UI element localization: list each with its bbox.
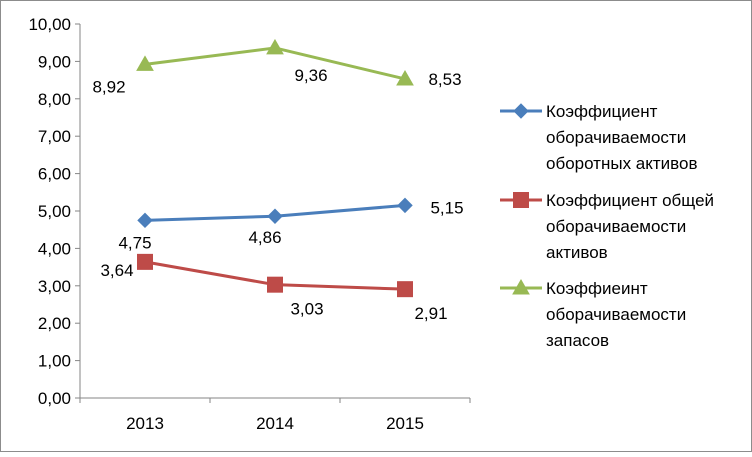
legend: Коэффициент оборачиваемости оборотных акти… — [500, 102, 714, 350]
data-label: 3,03 — [290, 300, 323, 319]
legend-label: Коэффиеинт — [546, 279, 648, 298]
legend-item: Коэффициент оборачиваемости оборотных акти… — [500, 102, 698, 173]
data-label: 2,91 — [414, 304, 447, 323]
y-tick-label: 9,00 — [38, 52, 71, 71]
data-point-marker — [267, 276, 283, 293]
data-label: 9,36 — [294, 66, 327, 85]
data-point-marker — [136, 55, 154, 71]
legend-swatch-marker — [513, 192, 529, 208]
legend-label: Коэффициент — [546, 102, 658, 121]
data-label: 8,53 — [428, 70, 461, 89]
data-label: 4,86 — [248, 228, 281, 247]
y-tick-label: 7,00 — [38, 127, 71, 146]
data-label: 5,15 — [430, 198, 463, 217]
data-point-marker — [137, 212, 153, 229]
data-point-marker — [137, 253, 153, 270]
legend-label: оборотных активов — [546, 154, 698, 173]
y-tick-label: 4,00 — [38, 239, 71, 258]
data-point-marker — [396, 69, 414, 86]
y-tick-label: 10,00 — [28, 15, 71, 34]
y-tick-label: 2,00 — [38, 314, 71, 333]
data-point-marker — [267, 208, 283, 224]
legend-label: оборачиваемости — [546, 305, 686, 324]
y-tick-label: 8,00 — [38, 90, 71, 109]
y-tick-label: 6,00 — [38, 165, 71, 184]
y-tick-label: 3,00 — [38, 277, 71, 296]
y-tick-label: 5,00 — [38, 202, 71, 221]
legend-label: Коэффициент общей — [546, 191, 714, 210]
data-point-marker — [397, 281, 413, 298]
x-tick-label: 2013 — [126, 414, 164, 433]
legend-item: Коэффициент общей оборачиваемости активов — [500, 191, 714, 262]
x-axis-ticks: 2013 2014 2015 — [79, 398, 471, 433]
data-point-marker — [397, 197, 413, 214]
y-axis-ticks: 0,00 1,00 2,00 3,00 4,00 5,00 6,00 7,00 8,00 9,00… — [28, 15, 80, 408]
data-label: 4,75 — [118, 233, 151, 252]
y-tick-label: 0,00 — [38, 389, 71, 408]
legend-label: запасов — [546, 331, 609, 350]
data-label: 3,64 — [100, 261, 133, 280]
data-label: 8,92 — [92, 77, 125, 96]
x-tick-label: 2014 — [256, 414, 294, 433]
legend-label: активов — [546, 243, 608, 262]
legend-label: оборачиваемости — [546, 217, 686, 236]
series-3 — [136, 38, 414, 86]
legend-label: оборачиваемости — [546, 128, 686, 147]
x-tick-label: 2015 — [386, 414, 424, 433]
series-layer — [136, 38, 414, 298]
data-point-marker — [266, 38, 284, 55]
series-1 — [137, 197, 413, 229]
legend-swatch-marker — [512, 278, 530, 295]
series-2 — [137, 253, 413, 298]
y-tick-label: 1,00 — [38, 352, 71, 371]
legend-swatch-marker — [513, 103, 529, 119]
legend-item: Коэффиеинт оборачиваемости запасов — [500, 278, 686, 350]
data-labels: 4,75 4,86 5,15 3,64 3,03 2,91 8,92 9,36 8,53 — [92, 66, 463, 323]
